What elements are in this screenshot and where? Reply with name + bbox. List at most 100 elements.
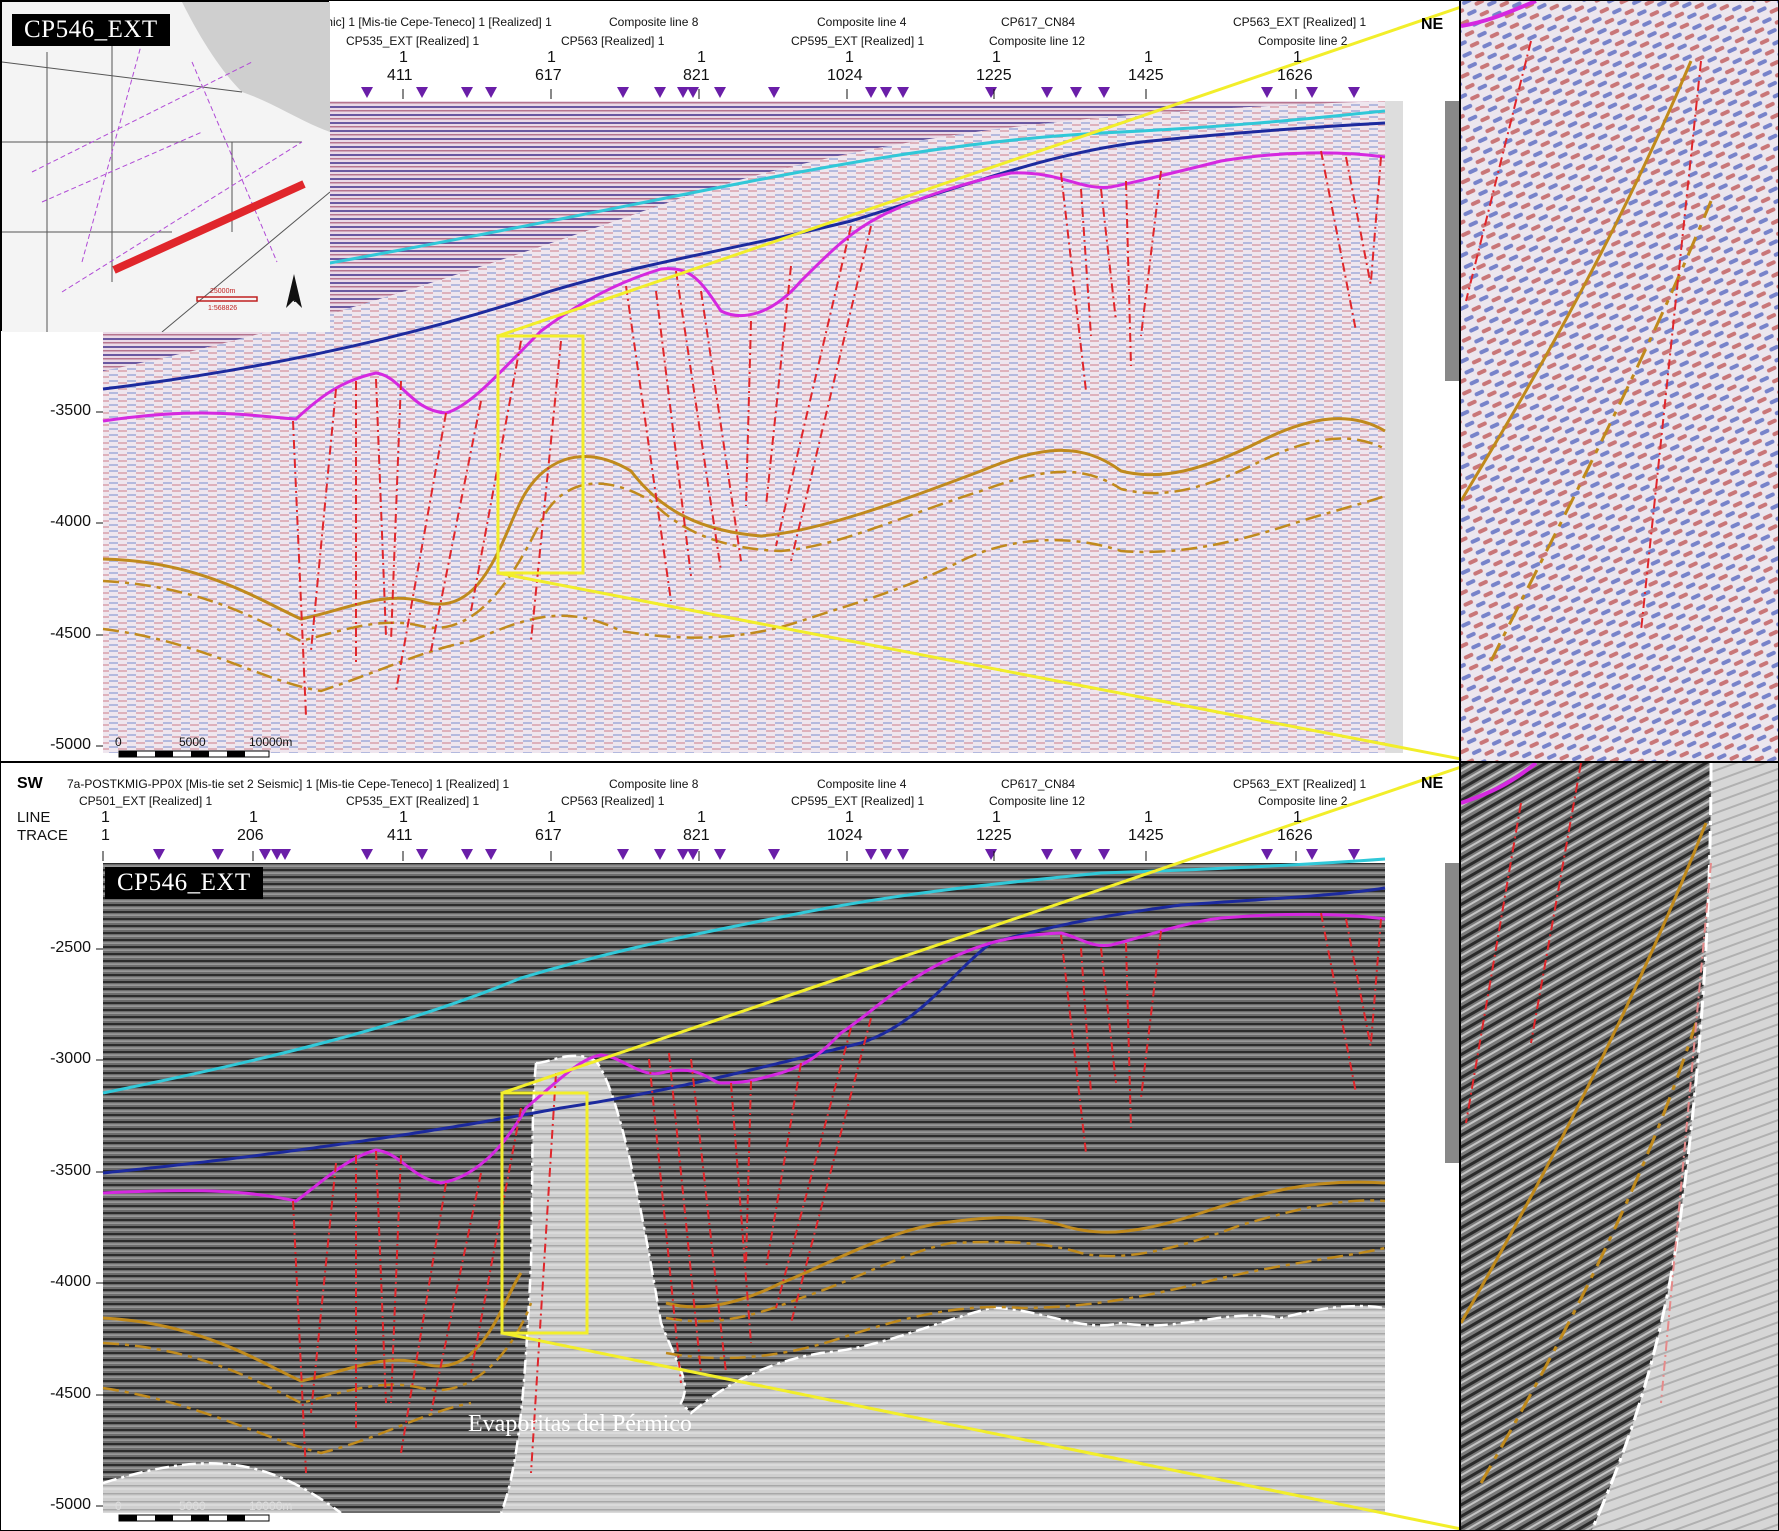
top-trace-1024: 1024: [827, 67, 863, 84]
bottom-trace-1626: 1626: [1277, 827, 1313, 844]
bottom-trace-411: 411: [387, 827, 413, 844]
north-arrow: [286, 274, 302, 308]
top-seismic-panel: mic] 1 [Mis-tie Cepe-Teneco] 1 [Realized…: [0, 0, 1460, 762]
top-line-617: 1: [547, 49, 556, 66]
top-trace-1425: 1425: [1128, 67, 1164, 84]
bottom-ne-label: NE: [1421, 775, 1444, 792]
top-trace-821: 821: [683, 67, 710, 84]
top-line-411: 1: [399, 49, 408, 66]
bottom-line-1225: 1: [992, 809, 1001, 826]
top-header-cp563: CP563 [Realized] 1: [561, 34, 665, 48]
bottom-scale-5000: 5000: [179, 1499, 206, 1513]
bottom-depth-4000: -4000: [50, 1273, 91, 1290]
line-label: LINE: [17, 809, 51, 826]
top-depth-4500: -4500: [50, 625, 91, 642]
bottom-horizon-magenta: [102, 912, 1386, 1203]
bottom-line-1: 1: [101, 809, 110, 826]
evaporites-label: Evaporitas del Pérmico: [468, 1411, 692, 1437]
top-header-cp595: CP595_EXT [Realized] 1: [791, 34, 925, 48]
top-depth-3500: -3500: [50, 402, 91, 419]
bottom-scale-0: 0: [115, 1499, 122, 1513]
top-header-composite12: Composite line 12: [989, 34, 1086, 48]
top-header-cp617: CP617_CN84: [1001, 15, 1076, 29]
top-depth-5000: -5000: [50, 736, 91, 753]
top-scale-5000: 5000: [179, 735, 206, 749]
bottom-trace-1: 1: [101, 827, 110, 844]
top-zoom-image: [1461, 1, 1778, 761]
bottom-line-1626: 1: [1293, 809, 1302, 826]
trace-label: TRACE: [17, 827, 68, 844]
top-trace-1626: 1626: [1277, 67, 1313, 84]
top-trace-411: 411: [387, 67, 413, 84]
top-zoom-box: [496, 334, 585, 575]
bottom-depth-3000: -3000: [50, 1050, 91, 1067]
bottom-well-markers: [153, 849, 1360, 860]
bottom-seismic-panel: CP546_EXT Evaporitas del Pérmico SW NE L…: [0, 762, 1460, 1531]
top-header-cp535: CP535_EXT [Realized] 1: [346, 34, 480, 48]
bottom-line-1024: 1: [845, 809, 854, 826]
top-panel-title: CP546_EXT: [12, 14, 170, 46]
bottom-header-cp563: CP563 [Realized] 1: [561, 794, 665, 808]
top-trace-1225: 1225: [976, 67, 1012, 84]
top-horizon-gold-1: [102, 417, 1386, 621]
salt-diapir: [501, 1055, 1385, 1513]
bottom-zoom-panel: [1460, 762, 1779, 1531]
top-header-composite4: Composite line 4: [817, 15, 907, 29]
top-header-composite8: Composite line 8: [609, 15, 699, 29]
bottom-depth-3500: -3500: [50, 1162, 91, 1179]
bottom-header-composite12: Composite line 12: [989, 794, 1086, 808]
bottom-header-composite8: Composite line 8: [609, 777, 699, 791]
bottom-scale-10000: 10000m: [249, 1499, 293, 1513]
bottom-header-cp501: CP501_EXT [Realized] 1: [79, 794, 213, 808]
top-horizon-gold-2: [102, 437, 1386, 643]
bottom-header-composite2: Composite line 2: [1258, 794, 1348, 808]
bottom-line-411: 1: [399, 809, 408, 826]
top-header-composite2: Composite line 2: [1258, 34, 1348, 48]
top-faults: [292, 150, 1382, 717]
top-header-cp563ext: CP563_EXT [Realized] 1: [1233, 15, 1367, 29]
top-header-row1-partial: mic] 1 [Mis-tie Cepe-Teneco] 1 [Realized…: [323, 15, 552, 29]
top-horizon-blue: [102, 121, 1386, 391]
bottom-horizon-cyan: [102, 857, 1386, 1095]
bottom-depth-4500: -4500: [50, 1385, 91, 1402]
bottom-zoom-box: [500, 1091, 589, 1335]
inset-scale-text: 25000m: [210, 288, 236, 295]
bottom-panel-title: CP546_EXT: [105, 867, 263, 899]
top-line-821: 1: [697, 49, 706, 66]
bottom-header-composite4: Composite line 4: [817, 777, 907, 791]
top-scale-0: 0: [115, 735, 122, 749]
bottom-trace-821: 821: [683, 827, 710, 844]
bottom-seismic-section: [1, 763, 1459, 1530]
top-zoom-panel: [1460, 0, 1779, 762]
bottom-trace-1024: 1024: [827, 827, 863, 844]
bottom-header-cp595: CP595_EXT [Realized] 1: [791, 794, 925, 808]
bottom-trace-1225: 1225: [976, 827, 1012, 844]
top-ne-label: NE: [1421, 16, 1444, 33]
bottom-header-7a: 7a-POSTKMIG-PP0X [Mis-tie set 2 Seismic]…: [67, 777, 510, 791]
bottom-header-cp535: CP535_EXT [Realized] 1: [346, 794, 480, 808]
inset-north-label: N: [289, 294, 297, 305]
bottom-line-1425: 1: [1144, 809, 1153, 826]
bottom-depth-5000: -5000: [50, 1496, 91, 1513]
bottom-header-cp617: CP617_CN84: [1001, 777, 1076, 791]
bottom-line-617: 1: [547, 809, 556, 826]
top-line-1425: 1: [1144, 49, 1153, 66]
top-trace-617: 617: [535, 67, 562, 84]
top-line-1225: 1: [992, 49, 1001, 66]
inset-ratio-text: 1:568826: [208, 305, 238, 312]
bottom-horizon-gold-3: [102, 1246, 1386, 1455]
bottom-header-cp563ext: CP563_EXT [Realized] 1: [1233, 777, 1367, 791]
bottom-zoom-image: [1461, 763, 1778, 1530]
bottom-scalebar: [118, 1514, 270, 1522]
bottom-trace-617: 617: [535, 827, 562, 844]
top-scale-10000: 10000m: [249, 735, 293, 749]
bottom-line-821: 1: [697, 809, 706, 826]
inset-map: 25000m 1:568826 N CP546_EXT: [1, 1, 330, 332]
bottom-trace-206: 206: [237, 827, 264, 844]
bottom-line-206: 1: [249, 809, 258, 826]
top-depth-4000: -4000: [50, 513, 91, 530]
section-location-line: [112, 180, 306, 274]
bottom-horizon-blue: [102, 886, 1386, 1175]
top-scalebar: [118, 750, 270, 758]
top-horizon-magenta: [102, 151, 1386, 423]
